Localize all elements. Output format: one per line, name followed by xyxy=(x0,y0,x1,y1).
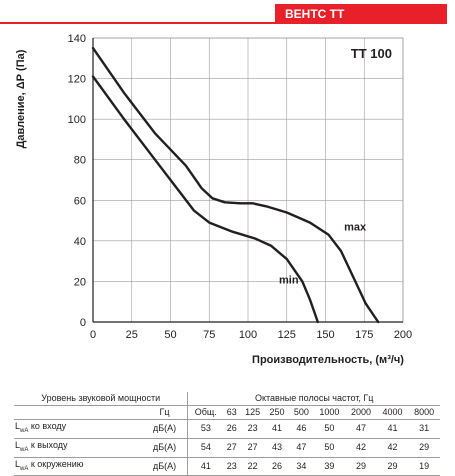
row-2-band-8000: 19 xyxy=(408,457,440,476)
row-0-band-2000: 47 xyxy=(345,419,377,439)
x-tick-label-50: 50 xyxy=(164,329,176,341)
freq-header-500: 500 xyxy=(289,405,314,420)
y-tick-label-120: 120 xyxy=(68,74,86,86)
row-0-band-500: 46 xyxy=(289,419,314,439)
y-tick-label-20: 20 xyxy=(74,276,86,288)
x-tick-label-150: 150 xyxy=(316,329,334,341)
row-2-band-500: 34 xyxy=(289,457,314,476)
freq-header-1000: 1000 xyxy=(313,405,346,420)
row-2-band-2000: 29 xyxy=(345,457,377,476)
y-tick-label-60: 60 xyxy=(74,195,86,207)
y-tick-label-80: 80 xyxy=(74,155,86,167)
y-tick-label-140: 140 xyxy=(68,33,86,45)
sound-power-table-wrap: Уровень звуковой мощности Октавные полосы… xyxy=(14,392,440,476)
x-tick-label-175: 175 xyxy=(355,329,373,341)
row-1-band-4000: 42 xyxy=(376,438,409,458)
total-header: Общ. xyxy=(187,405,224,420)
freq-header-125: 125 xyxy=(240,405,265,420)
freq-header-2000: 2000 xyxy=(345,405,377,420)
table-row: LwA ко входу дБ(А) 53 26 23 41 46 50 47 41 31 xyxy=(14,419,440,439)
row-2-band-125: 22 xyxy=(240,457,265,476)
freq-header-8000: 8000 xyxy=(408,405,440,420)
table-header-row-1: Уровень звуковой мощности Октавные полосы… xyxy=(14,392,440,406)
sound-power-table: Уровень звуковой мощности Октавные полосы… xyxy=(14,392,440,476)
table-title: Уровень звуковой мощности xyxy=(14,392,189,406)
row-unit-1: дБ(А) xyxy=(141,438,189,458)
table-row: LwA к окружению дБ(А) 41 23 22 26 34 39 29 29 19 xyxy=(14,457,440,476)
table-row: LwA к выходу дБ(А) 54 27 27 43 47 50 42 42 29 xyxy=(14,438,440,458)
row-0-band-250: 41 xyxy=(264,419,290,439)
row-label-2: LwA к окружению xyxy=(14,457,142,476)
row-total-2: 41 xyxy=(187,457,224,476)
row-0-band-1000: 50 xyxy=(313,419,346,439)
unit-header: Гц xyxy=(141,405,189,420)
x-axis-label: Производительность, (м³/ч) xyxy=(252,354,404,366)
series-label-min: min xyxy=(279,274,299,286)
x-tick-label-200: 200 xyxy=(394,329,412,341)
series-line-min xyxy=(91,75,319,324)
series-label-max: max xyxy=(344,222,367,234)
chart-axes: 0 25 50 75 100 125 150 175 200 0 20 40 60 80 100 120 140 xyxy=(68,33,413,341)
x-tick-label-0: 0 xyxy=(90,329,96,341)
table-header-row-2: Гц Общ. 63 125 250 500 1000 2000 4000 8000 xyxy=(14,405,440,420)
row-2-band-1000: 39 xyxy=(313,457,346,476)
row-1-band-250: 43 xyxy=(264,438,290,458)
y-axis-label: Давление, ΔР (Па) xyxy=(15,49,27,148)
octave-band-title: Октавные полосы частот, Гц xyxy=(187,392,440,406)
freq-header-4000: 4000 xyxy=(376,405,409,420)
brand-banner: ВЕНТС ТТ xyxy=(275,4,447,24)
row-total-0: 53 xyxy=(187,419,224,439)
row-unit-0: дБ(А) xyxy=(141,419,189,439)
x-tick-label-75: 75 xyxy=(203,329,215,341)
row-2-band-4000: 29 xyxy=(376,457,409,476)
row-label-0: LwA ко входу xyxy=(14,419,142,439)
row-1-band-63: 27 xyxy=(223,438,241,458)
row-label-1: LwA к выходу xyxy=(14,438,142,458)
row-1-band-2000: 42 xyxy=(345,438,377,458)
row-1-band-125: 27 xyxy=(240,438,265,458)
brand-title: ВЕНТС ТТ xyxy=(285,7,345,21)
x-tick-label-125: 125 xyxy=(278,329,296,341)
row-0-band-4000: 41 xyxy=(376,419,409,439)
row-total-1: 54 xyxy=(187,438,224,458)
row-0-band-8000: 31 xyxy=(408,419,440,439)
y-tick-label-40: 40 xyxy=(74,236,86,248)
y-tick-label-100: 100 xyxy=(68,114,86,126)
row-2-band-63: 23 xyxy=(223,457,241,476)
banner-rule xyxy=(0,22,276,24)
chart-series: max min xyxy=(91,46,380,324)
row-0-band-125: 23 xyxy=(240,419,265,439)
row-1-band-1000: 50 xyxy=(313,438,346,458)
row-1-band-8000: 29 xyxy=(408,438,440,458)
row-2-band-250: 26 xyxy=(264,457,290,476)
fan-performance-chart: 0 25 50 75 100 125 150 175 200 0 20 40 60 80 100 120 140… xyxy=(15,33,413,366)
y-tick-label-0: 0 xyxy=(80,317,86,329)
row-1-band-500: 47 xyxy=(289,438,314,458)
header-spacer xyxy=(14,405,142,420)
freq-header-250: 250 xyxy=(264,405,290,420)
row-0-band-63: 26 xyxy=(223,419,241,439)
series-line-max xyxy=(91,46,380,324)
x-tick-label-25: 25 xyxy=(126,329,138,341)
freq-header-63: 63 xyxy=(223,405,241,420)
chart-grid xyxy=(92,37,404,323)
x-tick-label-100: 100 xyxy=(239,329,257,341)
chart-title: ТТ 100 xyxy=(351,46,392,61)
row-unit-2: дБ(А) xyxy=(141,457,189,476)
